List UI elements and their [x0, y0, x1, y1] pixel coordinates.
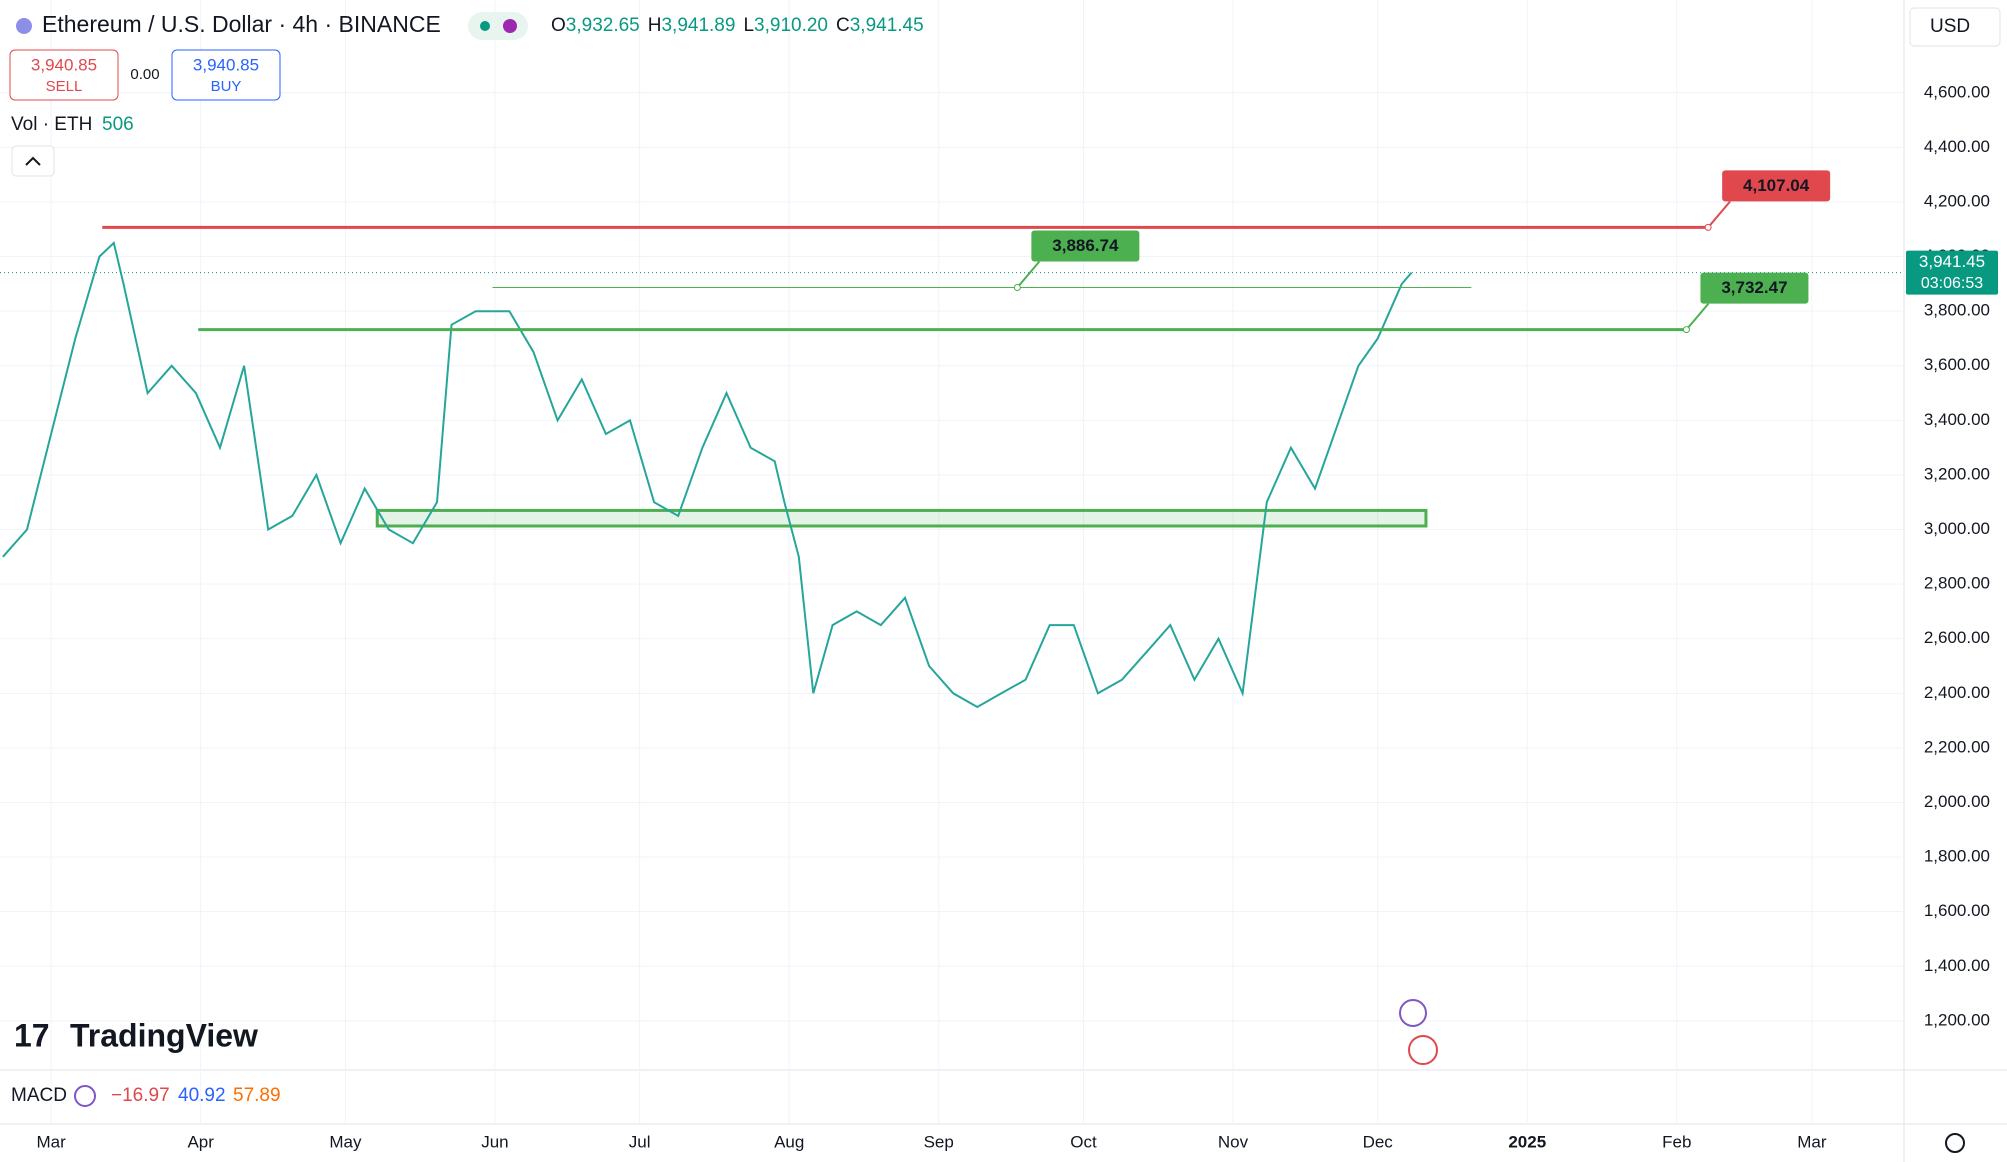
x-tick-label: Sep [924, 1132, 954, 1151]
level-label-box [1700, 272, 1809, 304]
volume-value: 506 [102, 114, 134, 135]
x-tick-label: Dec [1363, 1132, 1394, 1151]
currency-button[interactable] [1909, 7, 2001, 47]
y-tick-label: 2,400.00 [1924, 683, 1990, 702]
eth-icon [16, 18, 32, 34]
macd-label: MACD [11, 1085, 67, 1106]
status-pill[interactable] [468, 12, 528, 40]
y-tick-label: 4,400.00 [1924, 137, 1990, 156]
x-tick-label: Apr [187, 1132, 214, 1151]
x-tick-label: Aug [774, 1132, 804, 1151]
x-tick-label: Feb [1662, 1132, 1691, 1151]
x-tick-label: Jul [629, 1132, 651, 1151]
label-anchor [1682, 326, 1690, 334]
x-tick-label: 2025 [1508, 1132, 1546, 1151]
level-label: 3,732.47 [1721, 278, 1787, 297]
y-tick-label: 3,200.00 [1924, 464, 1990, 483]
sell-label: SELL [46, 78, 83, 95]
label-pointer [1707, 200, 1731, 229]
y-tick-label: 2,000.00 [1924, 792, 1990, 811]
ohlc-value: 3,932.65 [566, 15, 640, 36]
sell-price: 3,940.85 [31, 55, 97, 74]
x-tick-label: Mar [1797, 1132, 1827, 1151]
ohlc-value: 3,941.89 [661, 15, 735, 36]
share-icon [503, 19, 517, 33]
x-tick-label: May [329, 1132, 362, 1151]
chevron-icon [25, 156, 41, 166]
y-tick-label: 1,200.00 [1924, 1010, 1990, 1029]
x-tick-label: Oct [1070, 1132, 1097, 1151]
y-tick-label: 1,800.00 [1924, 847, 1990, 866]
last-price-box [1906, 250, 1998, 295]
ohlc-key: L [743, 15, 754, 36]
macd-icon [74, 1085, 96, 1107]
ohlc-value: 3,941.45 [850, 15, 924, 36]
countdown: 03:06:53 [1921, 275, 1983, 292]
currency: USD [1930, 16, 1970, 37]
x-tick-label: Jun [481, 1132, 508, 1151]
macd-value: −16.97 [111, 1085, 170, 1106]
level-label: 3,886.74 [1052, 236, 1119, 255]
macd-signal: 40.92 [178, 1085, 226, 1106]
status-dot [480, 21, 490, 31]
economic-event-icon[interactable] [1408, 1035, 1438, 1065]
x-tick-label: Nov [1218, 1132, 1249, 1151]
logo-mark: 17 [14, 1017, 50, 1053]
y-tick-label: 1,600.00 [1924, 901, 1990, 920]
ohlc: O3,932.65 H3,941.89 L3,910.20 C3,941.45 [551, 15, 924, 36]
level-label-box [1722, 170, 1831, 202]
collapse-button[interactable] [11, 145, 55, 177]
buy-label: BUY [211, 78, 242, 95]
y-tick-label: 3,800.00 [1924, 301, 1990, 320]
ohlc-key: C [836, 15, 850, 36]
settings-icon[interactable] [1945, 1133, 1965, 1153]
y-tick-label: 4,600.00 [1924, 82, 1990, 101]
label-anchor [1704, 223, 1712, 231]
level-label-box [1031, 230, 1140, 262]
label-pointer [1685, 302, 1710, 331]
y-tick-label: 3,400.00 [1924, 410, 1990, 429]
buy-button[interactable] [171, 49, 281, 101]
sell-button[interactable] [9, 49, 119, 101]
label-pointer [1016, 260, 1041, 289]
label-anchor [1013, 283, 1021, 291]
buy-price: 3,940.85 [193, 55, 259, 74]
y-tick-label: 3,000.00 [1924, 519, 1990, 538]
support-zone [375, 508, 1428, 528]
y-tick-label: 2,600.00 [1924, 628, 1990, 647]
y-tick-label: 2,800.00 [1924, 574, 1990, 593]
y-tick-label: 1,400.00 [1924, 956, 1990, 975]
volume-label: Vol · ETH [11, 114, 92, 135]
y-tick-label: 4,200.00 [1924, 191, 1990, 210]
ohlc-key: O [551, 15, 566, 36]
spread: 0.00 [130, 66, 159, 83]
logo: TradingView [70, 1017, 258, 1053]
y-tick-label: 3,600.00 [1924, 355, 1990, 374]
x-tick-label: Mar [36, 1132, 66, 1151]
event-icon[interactable] [1399, 999, 1427, 1027]
y-tick-label: 2,200.00 [1924, 737, 1990, 756]
ohlc-value: 3,910.20 [754, 15, 828, 36]
ohlc-key: H [648, 15, 662, 36]
macd-histogram: 57.89 [233, 1085, 281, 1106]
symbol: Ethereum / U.S. Dollar · 4h · BINANCE [42, 11, 441, 37]
level-label: 4,107.04 [1743, 176, 1810, 195]
price-line [2, 240, 1413, 709]
plot [0, 0, 1904, 1124]
last-price-label: 3,941.45 [1919, 252, 1985, 271]
